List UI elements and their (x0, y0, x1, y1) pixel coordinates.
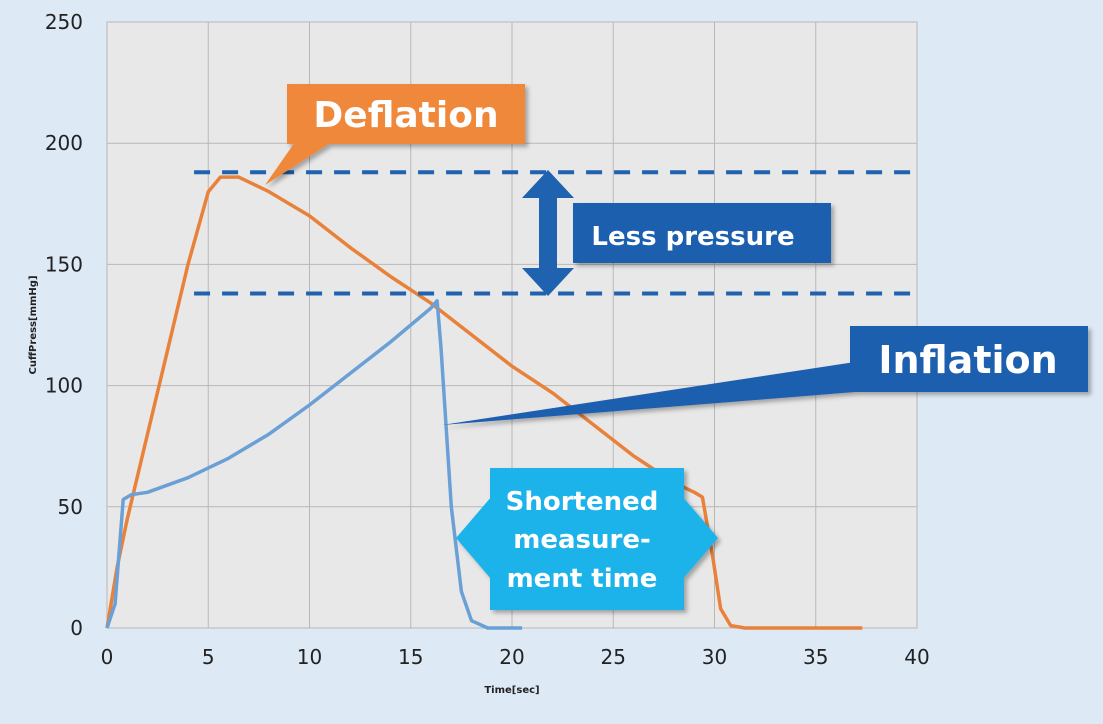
y-tick-label: 250 (45, 10, 83, 34)
less-pressure-arrow (522, 170, 574, 296)
x-tick-label: 30 (702, 645, 727, 669)
shortened-line-3: ment time (507, 564, 658, 594)
shortened-line-1: Shortened (506, 487, 659, 517)
inflation-callout: Inflation (442, 326, 1088, 425)
x-tick-label: 15 (398, 645, 423, 669)
y-tick-label: 200 (45, 131, 83, 155)
y-tick-label: 0 (70, 616, 83, 640)
x-tick-label: 40 (904, 645, 929, 669)
x-tick-label: 0 (101, 645, 114, 669)
shortened-line-2: measure- (513, 525, 651, 555)
x-tick-label: 25 (601, 645, 626, 669)
y-tick-label: 100 (45, 374, 83, 398)
x-axis-label: Time[sec] (484, 685, 539, 696)
inflation-label: Inflation (878, 338, 1057, 382)
less-pressure-label: Less pressure (591, 222, 794, 252)
x-tick-label: 35 (803, 645, 828, 669)
shortened-time-callout: Shortened measure- ment time (456, 468, 718, 610)
deflation-label: Deflation (313, 95, 498, 136)
y-axis-label: CuffPress[mmHg] (28, 275, 39, 374)
y-tick-label: 150 (45, 252, 83, 276)
less-pressure-callout: Less pressure (573, 203, 831, 263)
deflation-callout: Deflation (265, 84, 525, 185)
x-tick-label: 10 (297, 645, 322, 669)
y-tick-label: 50 (58, 495, 83, 519)
series-line-2 (105, 299, 523, 630)
x-tick-label: 5 (202, 645, 215, 669)
x-tick-label: 20 (499, 645, 524, 669)
